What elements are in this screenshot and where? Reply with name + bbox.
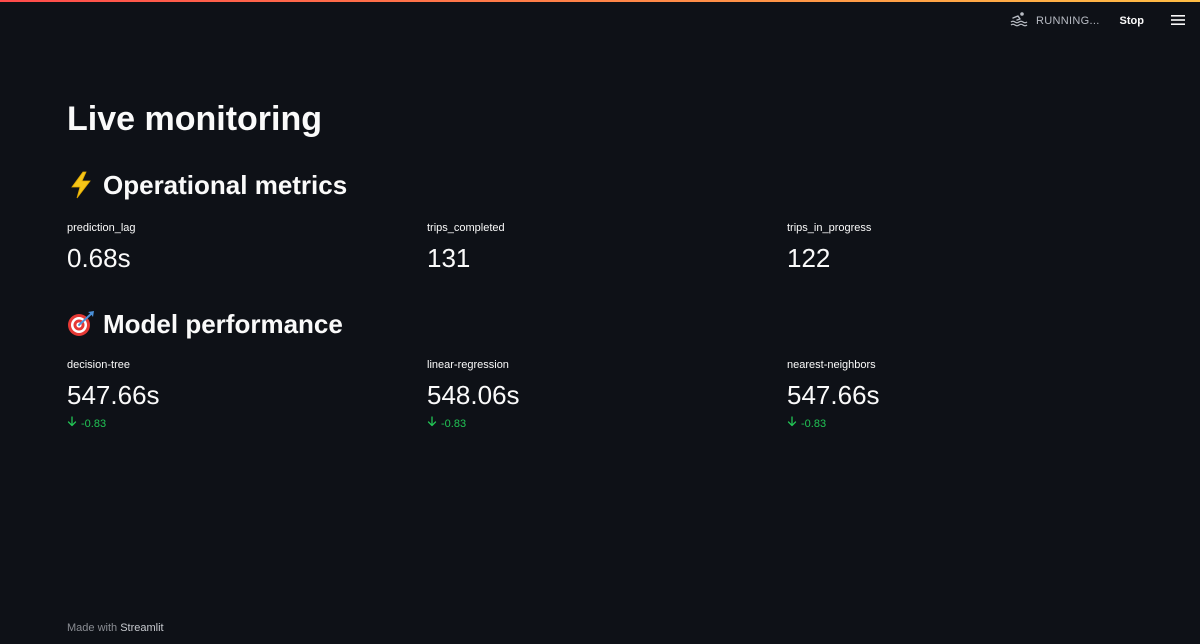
metric-label: trips_completed xyxy=(427,222,505,234)
metric-value: 0.68s xyxy=(67,243,131,273)
stop-button[interactable]: Stop xyxy=(1116,13,1148,29)
top-decoration-bar xyxy=(0,0,1200,2)
section-header-model-performance: Model performance xyxy=(67,307,343,341)
swimmer-icon xyxy=(1010,11,1028,32)
dart-target-icon xyxy=(67,310,95,338)
metric-delta: -0.83 xyxy=(787,416,1147,431)
metric-delta-value: -0.83 xyxy=(81,417,107,430)
metric-row-operational: prediction_lag 0.68s trips_completed 131… xyxy=(67,221,1147,275)
section-title: Operational metrics xyxy=(103,170,348,200)
hamburger-menu-icon xyxy=(1171,14,1185,29)
metric-trips-in-progress: trips_in_progress 122 xyxy=(787,221,1147,275)
metric-row-model-performance: decision-tree 547.66s -0.83 linear-regre… xyxy=(67,358,1147,431)
metric-label: linear-regression xyxy=(427,359,509,371)
metric-value: 122 xyxy=(787,243,831,273)
main-menu-button[interactable] xyxy=(1170,13,1186,29)
status-widget: RUNNING... xyxy=(1010,11,1100,32)
footer: Made with Streamlit xyxy=(67,622,164,634)
metric-delta-value: -0.83 xyxy=(441,417,467,430)
status-text: RUNNING... xyxy=(1036,15,1100,27)
metric-trips-completed: trips_completed 131 xyxy=(427,221,787,275)
section-header-operational-metrics: Operational metrics xyxy=(67,168,347,202)
metric-decision-tree: decision-tree 547.66s -0.83 xyxy=(67,358,427,431)
metric-value: 547.66s xyxy=(67,380,160,410)
footer-prefix: Made with xyxy=(67,622,118,634)
metric-value: 131 xyxy=(427,243,471,273)
metric-delta: -0.83 xyxy=(67,416,427,431)
metric-prediction-lag: prediction_lag 0.68s xyxy=(67,221,427,275)
lightning-icon xyxy=(67,171,95,199)
metric-label: decision-tree xyxy=(67,359,130,371)
metric-nearest-neighbors: nearest-neighbors 547.66s -0.83 xyxy=(787,358,1147,431)
metric-linear-regression: linear-regression 548.06s -0.83 xyxy=(427,358,787,431)
metric-label: nearest-neighbors xyxy=(787,359,876,371)
section-title: Model performance xyxy=(103,309,343,339)
arrow-down-icon xyxy=(67,416,77,431)
streamlit-link[interactable]: Streamlit xyxy=(120,622,164,634)
page-title: Live monitoring xyxy=(67,100,322,138)
metric-delta: -0.83 xyxy=(427,416,787,431)
metric-label: trips_in_progress xyxy=(787,222,872,234)
arrow-down-icon xyxy=(787,416,797,431)
metric-label: prediction_lag xyxy=(67,222,136,234)
metric-value: 548.06s xyxy=(427,380,520,410)
metric-value: 547.66s xyxy=(787,380,880,410)
arrow-down-icon xyxy=(427,416,437,431)
toolbar: RUNNING... Stop xyxy=(1010,10,1186,32)
metric-delta-value: -0.83 xyxy=(801,417,827,430)
